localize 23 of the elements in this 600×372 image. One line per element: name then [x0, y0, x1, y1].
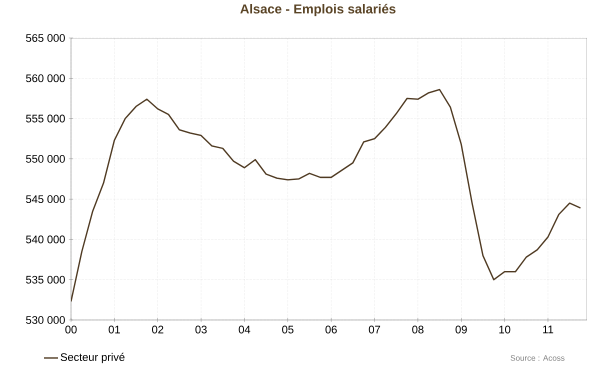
x-tick-label: 05	[282, 326, 294, 334]
y-tick-label: 540 000	[26, 236, 65, 244]
source-note: Source : Acoss	[510, 355, 565, 361]
y-tick-label: 560 000	[26, 74, 65, 82]
legend-label: Secteur privé	[60, 352, 125, 364]
x-tick-label: 07	[368, 326, 380, 334]
x-tick-label: 11	[543, 326, 554, 334]
y-tick-label: 545 000	[26, 195, 65, 204]
x-tick-label: 09	[456, 326, 467, 334]
y-tick-label: 535 000	[26, 276, 65, 284]
y-tick-label: 550 000	[26, 154, 65, 163]
y-tick-label: 555 000	[26, 114, 65, 122]
x-tick-label: 00	[65, 326, 77, 334]
x-tick-label: 06	[325, 326, 337, 334]
y-tick-label: 530 000	[26, 316, 65, 324]
y-tick-label: 565 000	[26, 34, 65, 42]
x-tick-label: 01	[108, 326, 120, 334]
chart-title: Alsace - Emplois salariés	[240, 4, 396, 16]
x-tick-label: 02	[152, 326, 164, 334]
x-tick-label: 08	[412, 326, 424, 334]
x-tick-label: 10	[499, 326, 510, 334]
x-tick-label: 03	[195, 326, 207, 334]
x-tick-label: 04	[238, 326, 250, 334]
